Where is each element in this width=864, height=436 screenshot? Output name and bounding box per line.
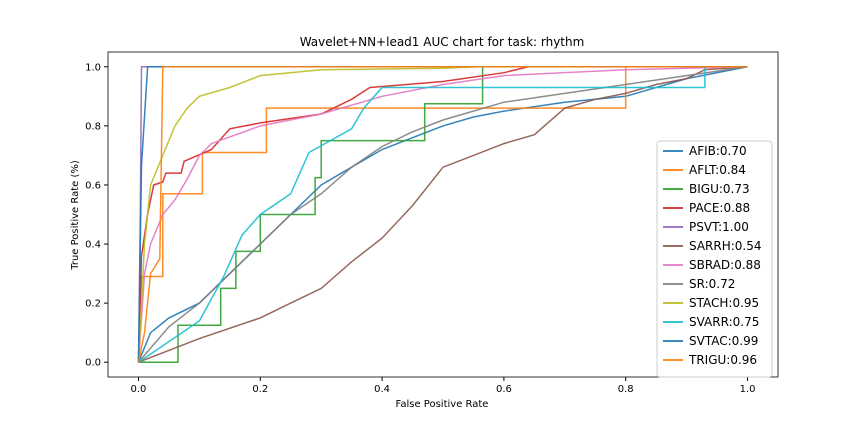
legend-label-1: AFLT:0.84: [689, 163, 746, 177]
series-line-2: [138, 66, 748, 363]
series-line-6: [137, 66, 748, 363]
y-tick-label-1: 0.2: [85, 299, 101, 310]
y-axis-label: True Positive Rate (%): [70, 160, 81, 271]
y-tick-label-3: 0.6: [85, 180, 101, 191]
x-tick-label-4: 0.8: [618, 384, 634, 395]
y-tick-label-0: 0.0: [85, 358, 101, 369]
y-tick-label-5: 1.0: [85, 62, 101, 73]
series-line-8: [137, 66, 748, 363]
legend-label-7: SR:0.72: [689, 277, 735, 291]
plot-lines: [137, 66, 748, 363]
legend-box: [656, 140, 773, 378]
series-line-7: [137, 66, 748, 363]
chart-title: Wavelet+NN+lead1 AUC chart for task: rhy…: [300, 35, 585, 49]
legend-label-9: SVARR:0.75: [689, 315, 759, 329]
legend-label-11: TRIGU:0.96: [688, 353, 757, 367]
series-line-10: [137, 66, 748, 363]
series-line-5: [138, 66, 748, 363]
legend-label-0: AFIB:0.70: [689, 144, 747, 158]
plot-frame: [107, 51, 779, 378]
x-tick-label-0: 0.0: [131, 384, 147, 395]
series-line-9: [138, 66, 748, 363]
x-tick-label-5: 1.0: [740, 384, 756, 395]
x-tick-label-3: 0.6: [496, 384, 512, 395]
series-line-3: [137, 66, 748, 363]
x-axis: 0.0 0.2 0.4 0.6 0.8 1.0: [131, 377, 756, 395]
legend-label-8: STACH:0.95: [689, 296, 759, 310]
series-line-11: [137, 66, 748, 363]
legend-label-6: SBRAD:0.88: [689, 258, 761, 272]
legend: AFIB:0.70 AFLT:0.84 BIGU:0.73 PACE:0.88 PSVT…: [656, 140, 773, 378]
legend-label-10: SVTAC:0.99: [689, 334, 758, 348]
series-line-0: [137, 66, 748, 363]
series-line-1: [137, 66, 748, 363]
legend-label-2: BIGU:0.73: [689, 182, 750, 196]
legend-label-4: PSVT:1.00: [689, 220, 749, 234]
y-tick-label-4: 0.8: [85, 121, 101, 132]
series-line-4: [137, 66, 748, 363]
legend-label-3: PACE:0.88: [689, 201, 750, 215]
y-tick-label-2: 0.4: [85, 240, 101, 251]
legend-label-5: SARRH:0.54: [689, 239, 762, 253]
x-tick-label-1: 0.2: [252, 384, 268, 395]
x-tick-label-2: 0.4: [374, 384, 390, 395]
x-axis-label: False Positive Rate: [396, 399, 489, 410]
y-axis: 0.0 0.2 0.4 0.6 0.8 1.0: [85, 62, 108, 369]
